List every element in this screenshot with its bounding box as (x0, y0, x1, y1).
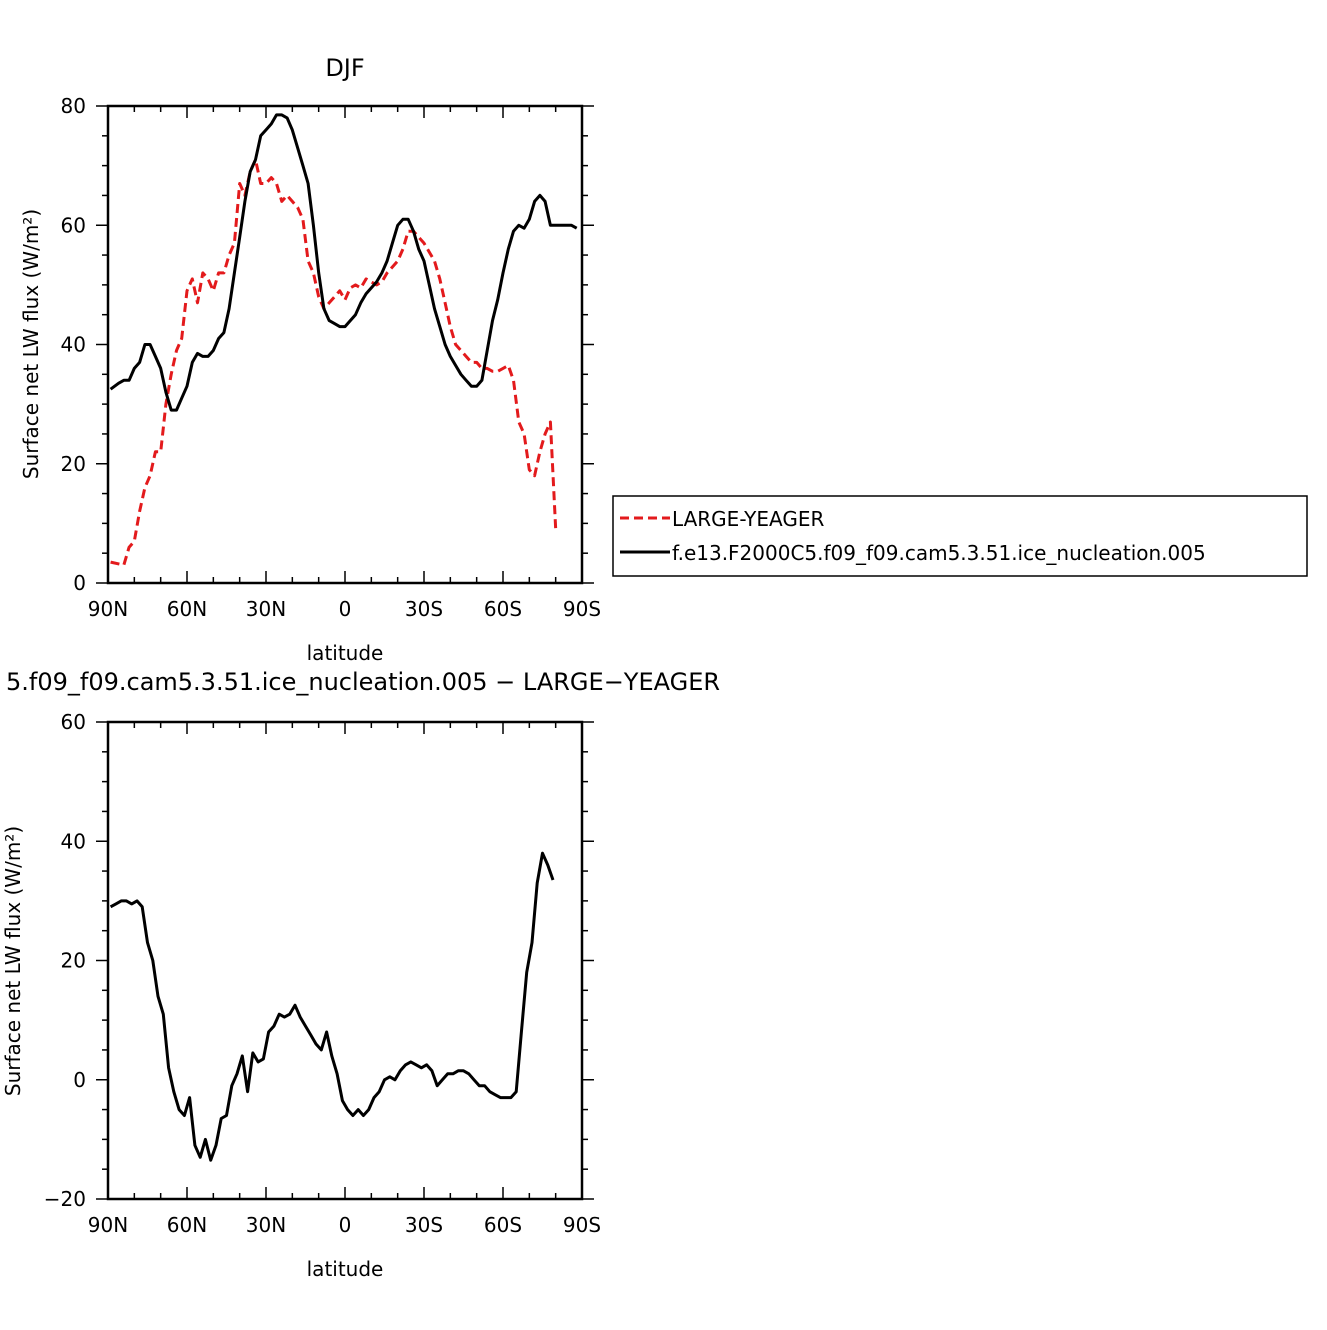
bottom-panel: 5.f09_f09.cam5.3.51.ice_nucleation.005 −… (1, 668, 720, 1281)
x-tick-label: 0 (339, 1213, 352, 1237)
legend-box (612, 495, 1308, 577)
x-tick-label: 60N (167, 1213, 207, 1237)
x-tick-label: 30S (405, 597, 443, 621)
bottom-panel-xlabel: latitude (307, 1257, 384, 1281)
x-tick-label: 90S (563, 1213, 601, 1237)
y-tick-label: 40 (61, 333, 86, 357)
top-panel-tick-labels: 90N 60N 30N 0 30S 60S 90S 0 20 40 60 80 (61, 94, 602, 621)
legend: LARGE-YEAGER f.e13.F2000C5.f09_f09.cam5.… (612, 495, 1308, 577)
top-panel-title: DJF (325, 54, 364, 82)
top-panel-ticks (96, 105, 594, 584)
x-tick-label: 30S (405, 1213, 443, 1237)
series-line-f-e13-f2000c5-f09-f09-cam5-3-51-ice-nucleation-005 (109, 113, 578, 412)
y-tick-label: −20 (44, 1187, 86, 1211)
top-panel-frame (106, 104, 584, 585)
x-tick-label: 60N (167, 597, 207, 621)
x-tick-label: 60S (484, 597, 522, 621)
y-tick-label: 0 (73, 1068, 86, 1092)
bottom-panel-title: 5.f09_f09.cam5.3.51.ice_nucleation.005 −… (6, 668, 720, 696)
y-tick-label: 60 (61, 710, 86, 734)
y-tick-label: 20 (61, 949, 86, 973)
y-tick-label: 80 (61, 94, 86, 118)
top-panel-series (109, 113, 578, 567)
legend-label-large-yeager: LARGE-YEAGER (672, 507, 824, 531)
x-tick-label: 0 (339, 597, 352, 621)
series-line-large-yeager (110, 158, 558, 567)
y-tick-label: 20 (61, 452, 86, 476)
x-tick-label: 30N (246, 597, 286, 621)
x-tick-label: 30N (246, 1213, 286, 1237)
bottom-panel-frame (106, 720, 584, 1201)
top-panel-ylabel: Surface net LW flux (W/m²) (19, 209, 43, 479)
y-tick-label: 40 (61, 829, 86, 853)
y-tick-label: 60 (61, 213, 86, 237)
x-tick-label: 90N (88, 1213, 128, 1237)
y-tick-label: 0 (73, 571, 86, 595)
x-tick-label: 90S (563, 597, 601, 621)
bottom-panel-ylabel: Surface net LW flux (W/m²) (1, 826, 25, 1096)
series-line-difference (109, 851, 555, 1162)
x-tick-label: 90N (88, 597, 128, 621)
x-tick-label: 60S (484, 1213, 522, 1237)
legend-label-ice-nucleation: f.e13.F2000C5.f09_f09.cam5.3.51.ice_nucl… (672, 541, 1206, 565)
bottom-panel-series (109, 851, 555, 1162)
bottom-panel-ticks (96, 721, 594, 1200)
top-panel: DJF 90N 60N 30N 0 30S 60S 90S 0 20 40 60 80 latitud… (19, 54, 601, 665)
top-panel-xlabel: latitude (307, 641, 384, 665)
bottom-panel-tick-labels: 90N 60N 30N 0 30S 60S 90S −20 0 20 40 60 (44, 710, 601, 1237)
